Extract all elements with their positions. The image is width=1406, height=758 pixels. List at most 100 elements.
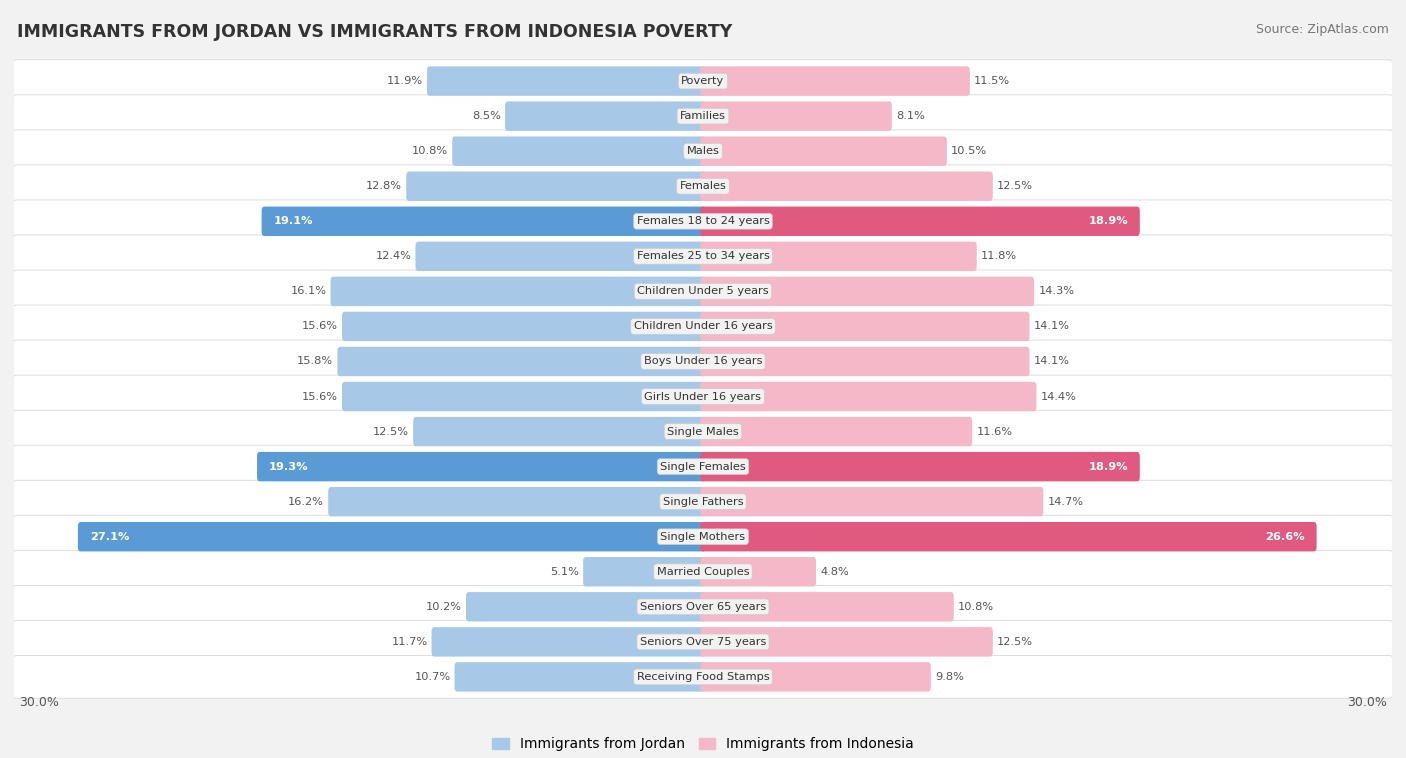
Text: 12.5%: 12.5% — [997, 637, 1033, 647]
FancyBboxPatch shape — [13, 515, 1393, 558]
FancyBboxPatch shape — [505, 102, 706, 131]
Text: 18.9%: 18.9% — [1088, 462, 1128, 471]
FancyBboxPatch shape — [700, 627, 993, 656]
Text: Source: ZipAtlas.com: Source: ZipAtlas.com — [1256, 23, 1389, 36]
FancyBboxPatch shape — [13, 621, 1393, 663]
Text: Seniors Over 65 years: Seniors Over 65 years — [640, 602, 766, 612]
Text: 14.7%: 14.7% — [1047, 496, 1084, 506]
Text: Children Under 5 years: Children Under 5 years — [637, 287, 769, 296]
Text: Seniors Over 75 years: Seniors Over 75 years — [640, 637, 766, 647]
FancyBboxPatch shape — [700, 592, 953, 622]
FancyBboxPatch shape — [328, 487, 706, 516]
FancyBboxPatch shape — [700, 452, 1140, 481]
FancyBboxPatch shape — [700, 487, 1043, 516]
Text: 12.5%: 12.5% — [373, 427, 409, 437]
Text: 14.3%: 14.3% — [1038, 287, 1074, 296]
Text: 12.5%: 12.5% — [997, 181, 1033, 191]
Text: Single Females: Single Females — [661, 462, 745, 471]
FancyBboxPatch shape — [13, 130, 1393, 173]
Text: 10.8%: 10.8% — [412, 146, 449, 156]
FancyBboxPatch shape — [330, 277, 706, 306]
Legend: Immigrants from Jordan, Immigrants from Indonesia: Immigrants from Jordan, Immigrants from … — [486, 731, 920, 756]
FancyBboxPatch shape — [13, 550, 1393, 594]
Text: Married Couples: Married Couples — [657, 567, 749, 577]
Text: 11.6%: 11.6% — [976, 427, 1012, 437]
FancyBboxPatch shape — [700, 312, 1029, 341]
FancyBboxPatch shape — [700, 207, 1140, 236]
FancyBboxPatch shape — [432, 627, 706, 656]
FancyBboxPatch shape — [700, 557, 815, 587]
FancyBboxPatch shape — [13, 270, 1393, 313]
Text: 16.2%: 16.2% — [288, 496, 323, 506]
Text: 14.1%: 14.1% — [1033, 321, 1070, 331]
FancyBboxPatch shape — [700, 136, 946, 166]
FancyBboxPatch shape — [13, 656, 1393, 698]
Text: 8.5%: 8.5% — [472, 111, 501, 121]
Text: Children Under 16 years: Children Under 16 years — [634, 321, 772, 331]
Text: Families: Families — [681, 111, 725, 121]
FancyBboxPatch shape — [13, 95, 1393, 137]
FancyBboxPatch shape — [700, 171, 993, 201]
FancyBboxPatch shape — [13, 410, 1393, 453]
Text: 27.1%: 27.1% — [90, 531, 129, 542]
Text: 15.8%: 15.8% — [297, 356, 333, 366]
Text: 10.5%: 10.5% — [950, 146, 987, 156]
Text: 10.7%: 10.7% — [415, 672, 450, 682]
Text: 10.2%: 10.2% — [426, 602, 461, 612]
Text: 30.0%: 30.0% — [18, 696, 59, 709]
FancyBboxPatch shape — [13, 340, 1393, 383]
FancyBboxPatch shape — [700, 382, 1036, 412]
Text: 4.8%: 4.8% — [820, 567, 849, 577]
Text: Single Males: Single Males — [666, 427, 740, 437]
FancyBboxPatch shape — [406, 171, 706, 201]
Text: Boys Under 16 years: Boys Under 16 years — [644, 356, 762, 366]
FancyBboxPatch shape — [454, 662, 706, 691]
Text: Females 18 to 24 years: Females 18 to 24 years — [637, 216, 769, 227]
FancyBboxPatch shape — [465, 592, 706, 622]
FancyBboxPatch shape — [13, 235, 1393, 277]
FancyBboxPatch shape — [13, 585, 1393, 628]
FancyBboxPatch shape — [700, 242, 977, 271]
Text: 11.9%: 11.9% — [387, 76, 423, 86]
FancyBboxPatch shape — [342, 312, 706, 341]
FancyBboxPatch shape — [257, 452, 706, 481]
Text: 14.4%: 14.4% — [1040, 392, 1077, 402]
FancyBboxPatch shape — [700, 277, 1035, 306]
Text: 5.1%: 5.1% — [550, 567, 579, 577]
Text: 19.1%: 19.1% — [274, 216, 314, 227]
Text: 8.1%: 8.1% — [896, 111, 925, 121]
Text: 26.6%: 26.6% — [1265, 531, 1305, 542]
Text: 10.8%: 10.8% — [957, 602, 994, 612]
FancyBboxPatch shape — [427, 67, 706, 96]
FancyBboxPatch shape — [337, 346, 706, 376]
Text: 12.8%: 12.8% — [366, 181, 402, 191]
Text: Single Mothers: Single Mothers — [661, 531, 745, 542]
FancyBboxPatch shape — [262, 207, 706, 236]
FancyBboxPatch shape — [583, 557, 706, 587]
Text: 30.0%: 30.0% — [1347, 696, 1388, 709]
Text: 11.5%: 11.5% — [974, 76, 1010, 86]
FancyBboxPatch shape — [700, 522, 1316, 551]
FancyBboxPatch shape — [13, 305, 1393, 348]
FancyBboxPatch shape — [700, 662, 931, 691]
Text: 15.6%: 15.6% — [302, 321, 337, 331]
FancyBboxPatch shape — [13, 60, 1393, 102]
Text: Females: Females — [679, 181, 727, 191]
Text: Receiving Food Stamps: Receiving Food Stamps — [637, 672, 769, 682]
FancyBboxPatch shape — [13, 445, 1393, 488]
Text: 18.9%: 18.9% — [1088, 216, 1128, 227]
Text: 11.8%: 11.8% — [981, 252, 1017, 262]
FancyBboxPatch shape — [700, 67, 970, 96]
FancyBboxPatch shape — [453, 136, 706, 166]
Text: 15.6%: 15.6% — [302, 392, 337, 402]
FancyBboxPatch shape — [342, 382, 706, 412]
Text: IMMIGRANTS FROM JORDAN VS IMMIGRANTS FROM INDONESIA POVERTY: IMMIGRANTS FROM JORDAN VS IMMIGRANTS FRO… — [17, 23, 733, 41]
FancyBboxPatch shape — [416, 242, 706, 271]
Text: Girls Under 16 years: Girls Under 16 years — [644, 392, 762, 402]
FancyBboxPatch shape — [700, 417, 972, 446]
Text: 14.1%: 14.1% — [1033, 356, 1070, 366]
Text: 9.8%: 9.8% — [935, 672, 965, 682]
FancyBboxPatch shape — [13, 375, 1393, 418]
FancyBboxPatch shape — [77, 522, 706, 551]
FancyBboxPatch shape — [13, 200, 1393, 243]
